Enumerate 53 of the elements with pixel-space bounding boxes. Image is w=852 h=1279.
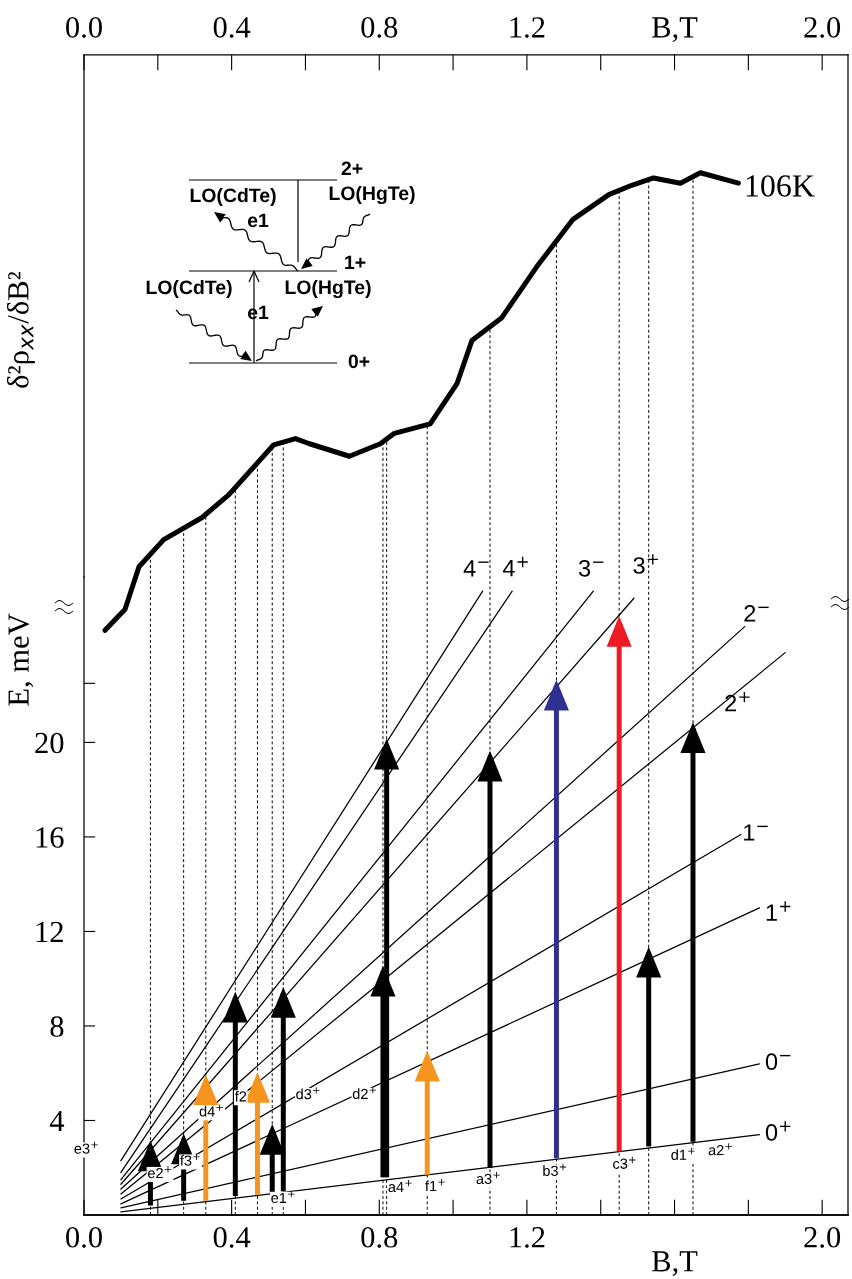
- x-tick-label: 0.8: [361, 1226, 398, 1248]
- x-tick-label: 0.0: [66, 1226, 102, 1248]
- annotation: 1+: [345, 255, 366, 270]
- x-tick-label: 0.4: [213, 17, 251, 38]
- y-axis-title: E, meV: [8, 613, 34, 706]
- annotation: a3$^{+}$: [476, 1171, 500, 1185]
- annotation: e3$^{+}$: [74, 1141, 98, 1154]
- x-tick-label: B,T: [652, 17, 698, 43]
- y-tick-label: 12: [36, 921, 63, 943]
- annotation: d3$^{+}$: [296, 1087, 320, 1100]
- annotation: 2+: [341, 161, 363, 176]
- annotation: LO(HgTe): [285, 279, 371, 299]
- annotation: 0+: [348, 354, 370, 369]
- y-tick-label: 20: [35, 732, 64, 754]
- annotation: LO(CdTe): [190, 187, 276, 207]
- series-label: 1$^{+}$: [766, 901, 791, 921]
- series-label: 2$^{−}$: [744, 605, 769, 622]
- annotation: LO(CdTe): [146, 279, 232, 299]
- series-label: 3$^{−}$: [578, 559, 604, 577]
- annotation: e2$^{+}$: [147, 1166, 172, 1179]
- y-tick-label: 8: [50, 1016, 64, 1037]
- series-label: 0$^{+}$: [765, 1121, 791, 1141]
- annotation: LO(HgTe): [329, 185, 415, 205]
- y-tick-label: 16: [36, 827, 64, 848]
- annotation: b3$^{+}$: [543, 1163, 567, 1176]
- x-tick-label: 0.0: [66, 17, 102, 38]
- x-tick-label: 0.4: [213, 1226, 251, 1248]
- x-tick-label: 0.8: [361, 17, 398, 38]
- annotation: f3$^{+}$: [180, 1153, 200, 1166]
- annotation: a2$^{+}$: [708, 1143, 732, 1156]
- series-label: 1$^{−}$: [744, 824, 768, 841]
- annotation: a4$^{+}$: [388, 1179, 412, 1193]
- x-tick-label: 1.2: [510, 1227, 545, 1248]
- annotation: d4$^{+}$: [199, 1104, 223, 1117]
- annotation: c3$^{+}$: [613, 1156, 636, 1169]
- series-label: 4$^{−}$: [463, 560, 489, 577]
- x-tick-label: 1.2: [510, 17, 545, 38]
- annotation: e1: [247, 213, 269, 228]
- annotation: d1$^{+}$: [671, 1147, 695, 1160]
- x-tick-label: 2.0: [804, 1226, 841, 1248]
- annotation: f2: [234, 1090, 247, 1102]
- annotation: e1$^{+}$: [271, 1190, 295, 1204]
- annotation: f1$^{+}$: [425, 1179, 445, 1191]
- series-label: 4$^{+}$: [502, 556, 528, 577]
- x-tick-label: 2.0: [804, 17, 841, 38]
- annotation: d2$^{+}$: [352, 1086, 377, 1100]
- series-label: 0$^{−}$: [765, 1053, 791, 1071]
- y-tick-label: 4: [49, 1110, 65, 1132]
- series-label: 2$^{+}$: [725, 691, 750, 712]
- annotation: 106K: [746, 175, 815, 197]
- x-axis-title: B,T: [652, 1251, 698, 1276]
- series-label: 3$^{+}$: [633, 554, 658, 574]
- y-axis-title: δ²ρ$_{xx}$/δB²: [6, 271, 35, 388]
